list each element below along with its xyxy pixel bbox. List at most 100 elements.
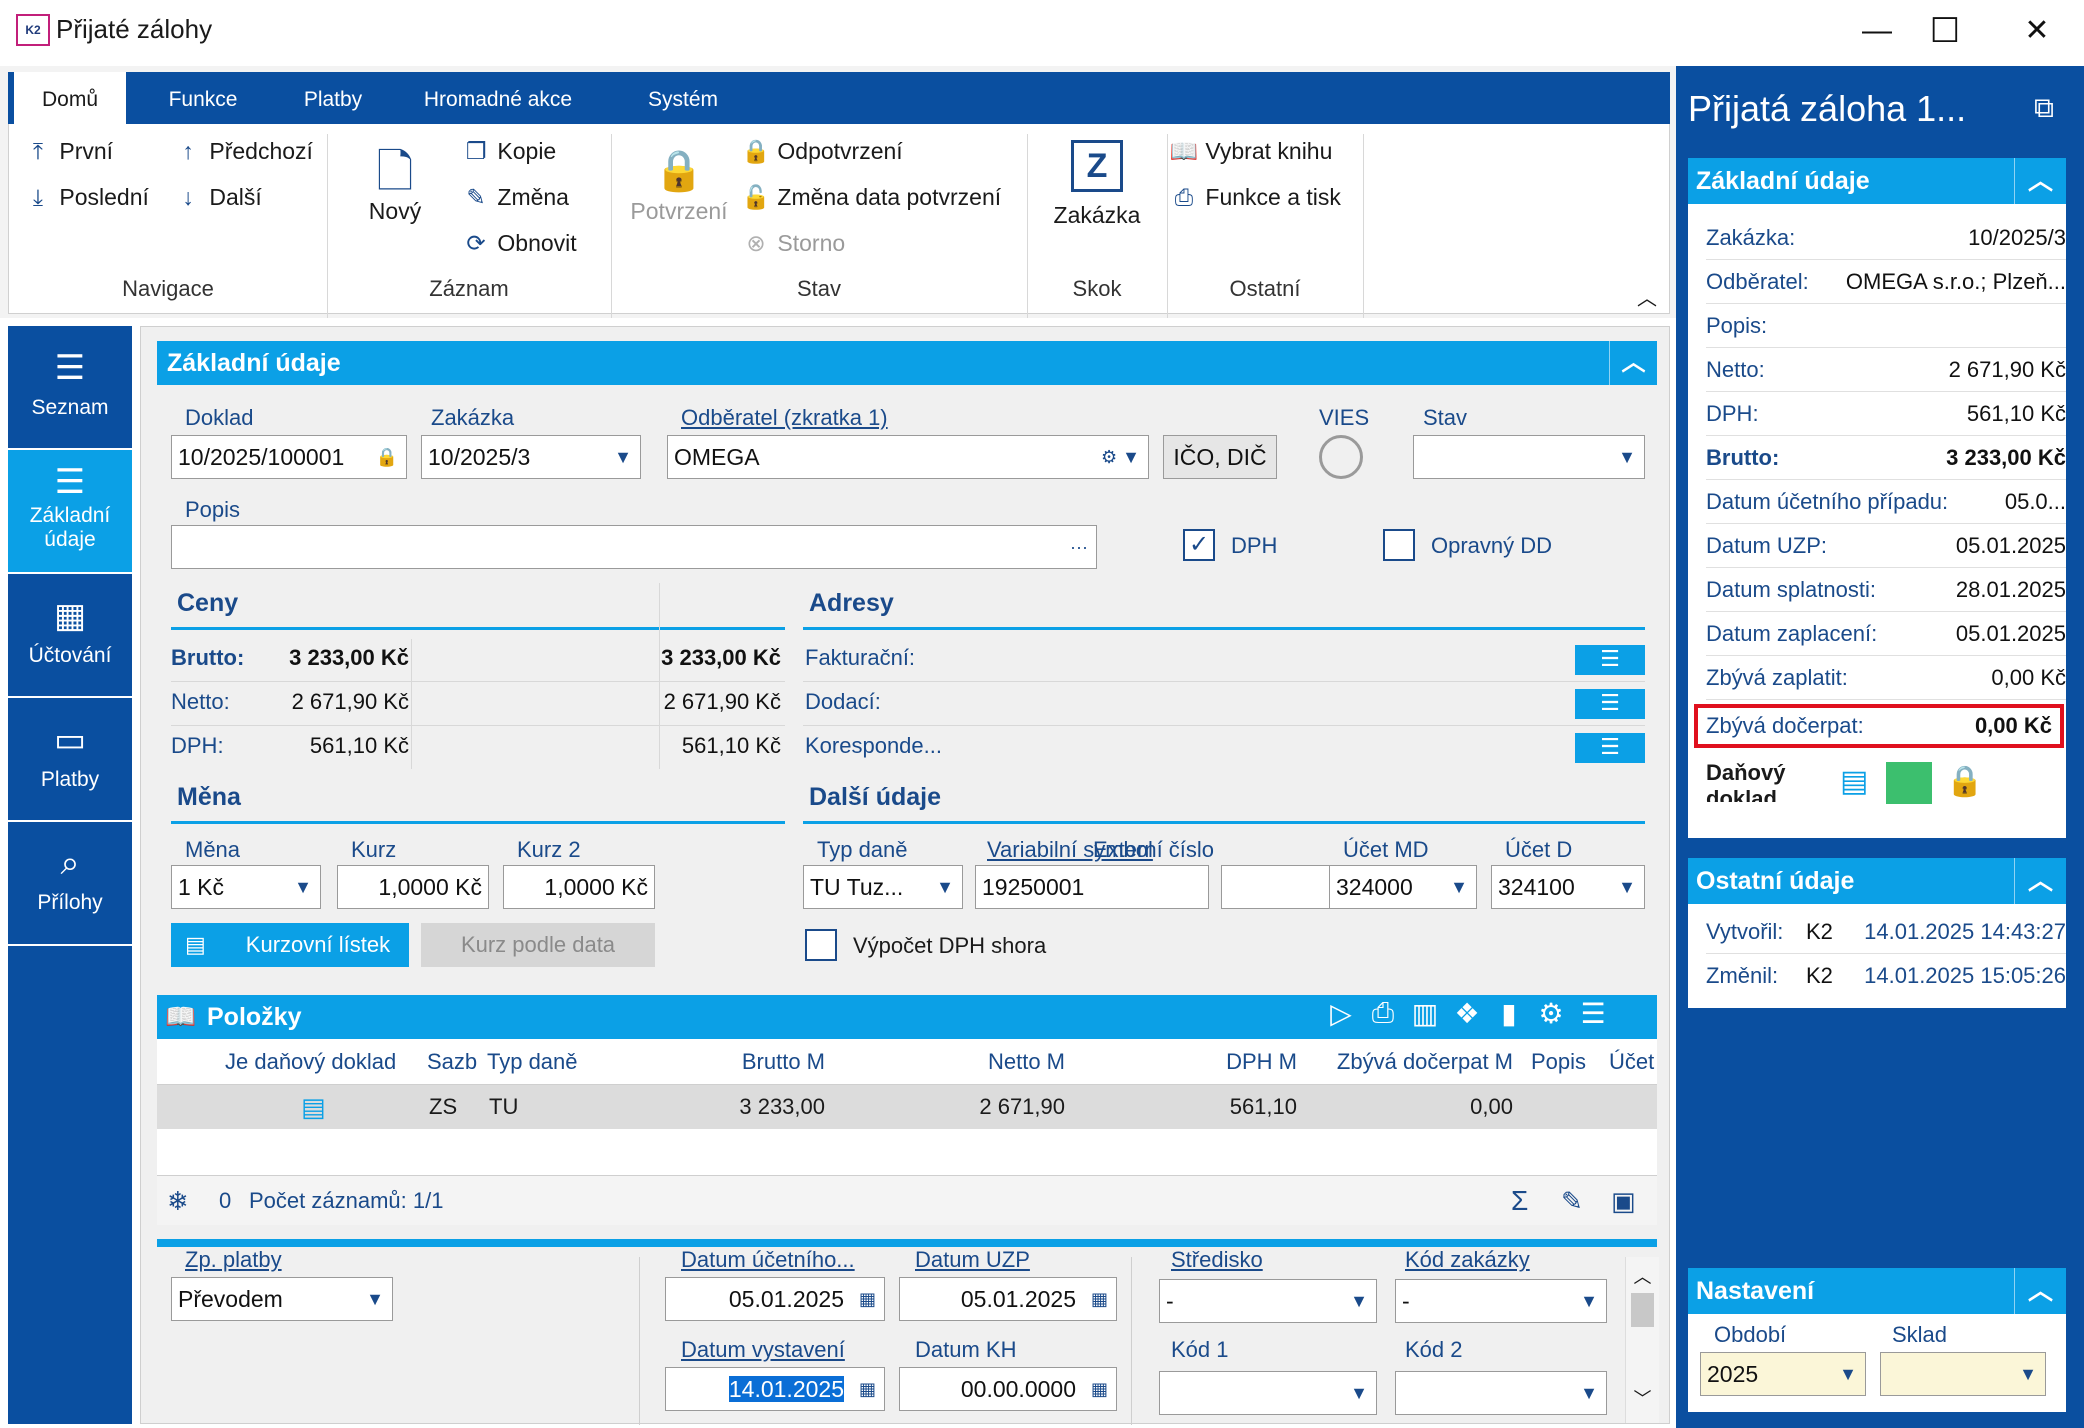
table-row[interactable]: ▤ ZS TU 3 233,00 2 671,90 561,10 0,00 [157, 1085, 1657, 1129]
datum-uzp-field[interactable]: 05.01.2025 ▦ [899, 1277, 1117, 1321]
copy-button[interactable]: ❐ Kopie [461, 138, 557, 165]
cancel-circle-icon: ⊗ [746, 230, 766, 256]
col-ucet[interactable]: Účet [1609, 1049, 1655, 1074]
refresh-button[interactable]: ⟳ Obnovit [461, 230, 576, 257]
print-functions-button[interactable]: ⎙ Funkce a tisk [1169, 184, 1341, 211]
kurz-field[interactable]: 1,0000 Kč [337, 865, 489, 909]
ucet-d-field[interactable]: 324100 ▼ [1491, 865, 1645, 909]
mena-field[interactable]: 1 Kč ▼ [171, 865, 321, 909]
grid-network-icon[interactable]: ❖ [1454, 998, 1480, 1029]
tab-hromadne-akce[interactable]: Hromadné akce [423, 88, 573, 111]
tab-domu[interactable]: Domů [14, 72, 126, 128]
vertical-scrollbar[interactable]: ︿ ﹀ [1625, 1257, 1659, 1423]
previous-button[interactable]: ↑ Předchozí [173, 138, 313, 165]
collapse-chevron-icon[interactable]: ︿ [1609, 341, 1657, 385]
zakazka-field[interactable]: 10/2025/3 ▼ [421, 435, 641, 479]
stav-field[interactable]: ▼ [1413, 435, 1645, 479]
doklad-field[interactable]: 10/2025/100001 🔒 [171, 435, 407, 479]
col-dph-m[interactable]: DPH M [1226, 1049, 1297, 1074]
next-button[interactable]: ↓ Další [173, 184, 262, 211]
col-typ-dane[interactable]: Typ daně [487, 1049, 578, 1074]
add-record-icon[interactable]: ▣ [1611, 1186, 1636, 1216]
col-je-danovy-doklad[interactable]: Je daňový doklad [225, 1049, 397, 1074]
adresa-koresp-button[interactable]: ☰ [1575, 733, 1645, 763]
maximize-button[interactable]: ☐ [1929, 12, 1961, 50]
kod-zakazky-field[interactable]: - ▼ [1395, 1279, 1607, 1323]
kurz2-field[interactable]: 1,0000 Kč [503, 865, 655, 909]
columns-icon[interactable]: ▮ [1501, 998, 1517, 1029]
popis-field[interactable]: ··· [171, 525, 1097, 569]
obdobi-field[interactable]: 2025 ▼ [1700, 1352, 1866, 1396]
nav-zakladni-udaje[interactable]: ☰ Základní údaje [8, 450, 132, 574]
calendar-icon[interactable]: ▦ [858, 1379, 876, 1399]
calendar-icon[interactable]: ▦ [1090, 1289, 1108, 1309]
kod1-field[interactable]: ▼ [1159, 1371, 1377, 1415]
typ-dane-field[interactable]: TU Tuz... ▼ [803, 865, 963, 909]
chart-icon[interactable]: ▥ [1411, 998, 1439, 1029]
collapse-ribbon-icon[interactable]: ︿ [1637, 288, 1657, 310]
calendar-icon[interactable]: ▦ [858, 1289, 876, 1309]
datum-kh-field[interactable]: 00.00.0000 ▦ [899, 1367, 1117, 1411]
tab-funkce[interactable]: Funkce [168, 88, 238, 111]
gear-icon[interactable]: ⚙ [1538, 998, 1564, 1029]
nav-prilohy[interactable]: ⌕ Přílohy [8, 822, 132, 946]
splitter-bar[interactable] [157, 1239, 1657, 1247]
order-jump-button[interactable]: Z Zakázka [1039, 140, 1155, 229]
adresa-fakturacni-button[interactable]: ☰ [1575, 645, 1645, 675]
kurz2-label: Kurz 2 [517, 837, 581, 862]
storno-button[interactable]: ⊗ Storno [741, 230, 845, 257]
popout-icon[interactable]: ⧉ [2034, 92, 2054, 123]
close-button[interactable]: ✕ [2024, 14, 2050, 47]
ico-dic-button[interactable]: IČO, DIČ [1163, 435, 1277, 479]
col-popis[interactable]: Popis [1531, 1049, 1587, 1074]
col-netto-m[interactable]: Netto M [987, 1049, 1065, 1074]
tab-system[interactable]: Systém [647, 88, 718, 111]
odberatel-field[interactable]: OMEGA ⚙ ▼ [667, 435, 1149, 479]
snowflake-icon[interactable]: ❄ [167, 1186, 189, 1216]
datum-ucetniho-field[interactable]: 05.01.2025 ▦ [665, 1277, 885, 1321]
printer-icon[interactable]: ⎙ [1371, 997, 1395, 1028]
tab-platby[interactable]: Platby [303, 88, 363, 111]
stredisko-field[interactable]: - ▼ [1159, 1279, 1377, 1323]
nav-seznam[interactable]: ☰ Seznam [8, 326, 132, 450]
col-sazba[interactable]: Sazb [427, 1049, 478, 1074]
minimize-button[interactable]: — [1862, 14, 1892, 47]
zp-platby-field[interactable]: Převodem ▼ [171, 1277, 393, 1321]
ucet-md-field[interactable]: 324000 ▼ [1329, 865, 1477, 909]
adresa-dodaci-button[interactable]: ☰ [1575, 689, 1645, 719]
nav-platby[interactable]: ▭ Platby [8, 698, 132, 822]
new-button[interactable]: 🗋 Nový [345, 144, 445, 225]
calendar-icon[interactable]: ▦ [1090, 1379, 1108, 1399]
kod2-field[interactable]: ▼ [1395, 1371, 1607, 1415]
collapse-chevron-icon[interactable]: ︿ [2014, 1268, 2066, 1314]
first-button[interactable]: ⤒ První [23, 138, 113, 165]
menu-icon[interactable]: ☰ [1580, 998, 1606, 1029]
change-confirm-date-button[interactable]: 🔓 Změna data potvrzení [741, 184, 1002, 210]
change-button[interactable]: ✎ Změna [461, 184, 569, 211]
select-book-button[interactable]: 📖 Vybrat knihu [1169, 138, 1333, 164]
kurzovni-listek-button[interactable]: ▤ Kurzovní lístek [171, 923, 409, 967]
play-icon[interactable]: ▷ [1330, 998, 1352, 1029]
nav-uctovani[interactable]: ▦ Účtování [8, 574, 132, 698]
collapse-chevron-icon[interactable]: ︿ [2014, 158, 2066, 204]
stredisko-label: Středisko [1171, 1247, 1263, 1272]
kurz-podle-data-button[interactable]: Kurz podle data [421, 923, 655, 967]
col-brutto-m[interactable]: Brutto M [741, 1049, 825, 1074]
scroll-up-icon[interactable]: ︿ [1633, 1267, 1652, 1287]
scroll-thumb[interactable] [1631, 1293, 1654, 1327]
col-zbyva-docerpat-m[interactable]: Zbývá dočerpat M [1336, 1049, 1513, 1074]
collapse-chevron-icon[interactable]: ︿ [2014, 858, 2066, 904]
dph-checkbox[interactable]: ✓ [1183, 529, 1215, 561]
vypocet-dph-checkbox[interactable] [805, 929, 837, 961]
sklad-field[interactable]: ▼ [1880, 1352, 2046, 1396]
sum-icon[interactable]: Σ [1511, 1185, 1529, 1216]
last-button[interactable]: ⤓ Poslední [23, 184, 149, 211]
unconfirm-button[interactable]: 🔒 Odpotvrzení [741, 138, 903, 164]
more-icon[interactable]: ··· [1070, 537, 1088, 557]
pencil-icon[interactable]: ✎ [1561, 1186, 1583, 1216]
opravny-dd-checkbox[interactable] [1383, 529, 1415, 561]
confirm-button[interactable]: 🔒 Potvrzení [619, 144, 739, 225]
variabilni-symbol-field[interactable]: 19250001 [975, 865, 1209, 909]
datum-vystaveni-field[interactable]: 14.01.2025 ▦ [665, 1367, 885, 1411]
scroll-down-icon[interactable]: ﹀ [1633, 1389, 1652, 1409]
